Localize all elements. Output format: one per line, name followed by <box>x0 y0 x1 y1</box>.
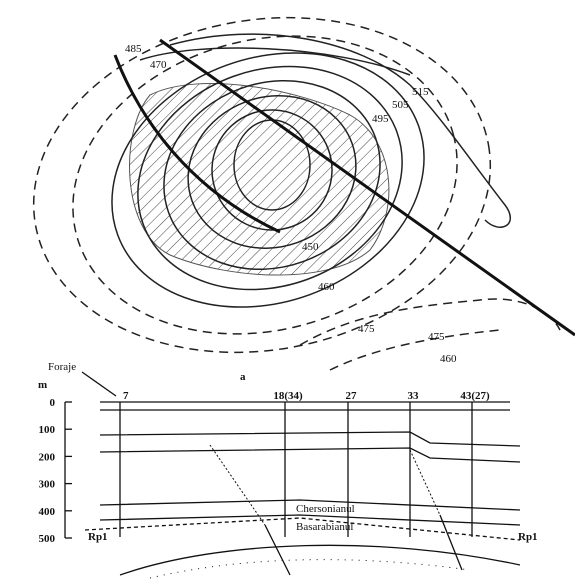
depth-tick-label: 400 <box>39 506 56 518</box>
depth-tick-label: 500 <box>39 533 56 545</box>
contour-label: 505 <box>392 99 409 111</box>
contour-label: 515 <box>412 86 429 98</box>
contour-label: 460 <box>318 281 335 293</box>
contour-label: 460 <box>440 353 457 365</box>
fault-projection <box>210 445 265 525</box>
fault <box>440 515 462 570</box>
depth-tick-label: 200 <box>39 451 56 463</box>
contour-dashed <box>330 330 500 370</box>
profile-end: Rp1 <box>88 531 108 543</box>
contour-map: 485 470 495 505 515 450 460 475 475 460 … <box>7 0 575 387</box>
map-label: a <box>240 371 246 383</box>
contour-label: 450 <box>302 241 319 253</box>
well-label: 7 <box>123 390 129 402</box>
contour-label: 495 <box>372 113 389 125</box>
well-label: 33 <box>408 390 420 402</box>
well-label: 27 <box>346 390 358 402</box>
drill-label: Foraje <box>48 361 76 373</box>
cross-section: Foraje m 0 100 200 300 400 500 7 18(34) 27 33 43(… <box>38 361 538 578</box>
arrow <box>82 372 116 396</box>
contour-label: 470 <box>150 59 167 71</box>
layer-label: Basarabianul <box>296 521 353 533</box>
horizon <box>100 432 520 446</box>
layer-label: Chersonianul <box>296 503 355 515</box>
profile-end: Rp1 <box>518 531 538 543</box>
contour-label: 475 <box>358 323 375 335</box>
contour-label: 485 <box>125 43 142 55</box>
contour-label: 475 <box>428 331 445 343</box>
fault <box>265 525 290 575</box>
depth-tick-label: 0 <box>50 397 56 409</box>
basement <box>120 545 520 575</box>
figure: 485 470 495 505 515 450 460 475 475 460 … <box>0 0 575 585</box>
horizon <box>100 448 520 462</box>
well-label: 18(34) <box>273 390 303 402</box>
depth-tick-label: 100 <box>39 424 56 436</box>
depth-tick-label: 300 <box>39 479 56 491</box>
basement-dotted <box>150 560 470 578</box>
depth-unit: m <box>38 379 47 391</box>
well-label: 43(27) <box>460 390 490 402</box>
